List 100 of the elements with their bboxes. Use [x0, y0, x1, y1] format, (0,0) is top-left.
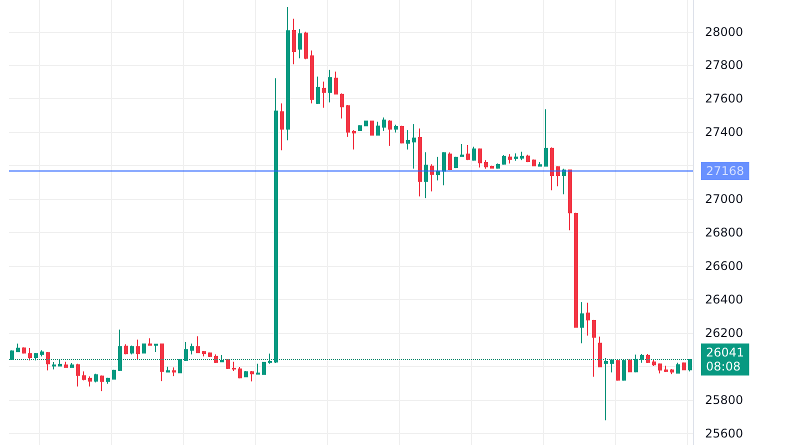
candlestick — [418, 128, 422, 197]
candlestick — [52, 362, 56, 370]
candlestick — [64, 361, 68, 368]
candlestick — [352, 130, 356, 150]
candlestick — [412, 124, 416, 170]
y-tick-label: 27600 — [705, 92, 744, 106]
candlestick — [448, 152, 452, 171]
candlestick — [574, 212, 578, 328]
candlestick — [592, 319, 596, 378]
candlestick — [658, 362, 662, 374]
y-tick-label: 27000 — [705, 192, 744, 206]
candlestick — [262, 362, 266, 376]
candlestick — [388, 120, 392, 146]
candlestick — [208, 352, 212, 358]
candlestick — [394, 124, 398, 133]
candlestick — [406, 130, 410, 150]
candlestick — [88, 376, 92, 387]
candlestick — [190, 343, 194, 355]
candlestick — [442, 152, 446, 186]
candlestick — [70, 362, 74, 368]
candlestick — [358, 124, 362, 132]
candlestick — [328, 69, 332, 103]
candlestick — [532, 158, 536, 167]
candlestick — [142, 343, 146, 354]
candlestick — [424, 152, 428, 199]
candlestick — [628, 359, 632, 373]
candlestick — [472, 146, 476, 162]
candlestick — [16, 343, 20, 352]
candlestick — [160, 343, 164, 382]
ref-line-label: 26041 08:08 — [706, 346, 744, 374]
candlestick — [250, 370, 254, 382]
candlestick — [286, 6, 290, 141]
candlestick — [196, 336, 200, 354]
candlestick — [538, 162, 542, 167]
candlestick — [364, 120, 368, 127]
candlestick — [520, 151, 524, 161]
candlestick — [460, 144, 464, 158]
y-tick-label: 25800 — [705, 392, 744, 407]
candlestick — [334, 71, 338, 95]
candlestick — [484, 160, 488, 170]
candlestick — [382, 116, 386, 132]
candlestick — [514, 152, 518, 162]
candlestick — [400, 125, 404, 144]
candlestick — [130, 345, 134, 355]
candlestick — [148, 338, 152, 346]
candlestick — [664, 365, 668, 373]
candlestick — [682, 362, 686, 371]
candlestick — [298, 28, 302, 59]
candlestick — [28, 347, 32, 361]
candlestick — [94, 373, 98, 383]
candlestick — [316, 76, 320, 105]
candlestick — [580, 302, 584, 344]
candlestick — [124, 344, 128, 355]
candlestick — [376, 121, 380, 136]
candlestick — [598, 336, 602, 368]
candlestick — [310, 50, 314, 104]
y-tick-label: 27800 — [705, 58, 744, 72]
candlestick — [430, 164, 434, 192]
candlestick — [226, 358, 230, 370]
candlestick — [292, 18, 296, 65]
candlestick — [244, 370, 248, 378]
candlestick — [172, 366, 176, 377]
candlestick — [100, 374, 104, 392]
candlestick — [502, 154, 506, 166]
candlestick — [46, 351, 50, 371]
candlestick — [526, 154, 530, 163]
candlestick — [340, 92, 344, 119]
candlestick — [232, 361, 236, 372]
candlestick — [322, 81, 326, 108]
candlestick — [202, 350, 206, 357]
candlestick — [106, 377, 110, 384]
candlestick — [40, 350, 44, 357]
y-tick-label: 26400 — [705, 292, 744, 306]
y-tick-label: 25600 — [705, 426, 744, 440]
candlestick — [346, 104, 350, 138]
y-tick-label: 26600 — [705, 258, 744, 273]
candlestick — [496, 162, 500, 170]
candlestick — [646, 353, 650, 364]
candlestick — [112, 369, 116, 380]
candlestick — [670, 368, 674, 375]
candlestick — [616, 360, 620, 382]
y-tick-label: 26200 — [705, 326, 744, 340]
candlestick — [82, 370, 86, 381]
candlestick — [568, 168, 572, 231]
candlestick — [586, 302, 590, 336]
candlestick — [280, 102, 284, 151]
candlestick — [478, 148, 482, 168]
candlestick — [454, 156, 458, 169]
candlestick — [166, 366, 170, 373]
candlestick — [370, 120, 374, 136]
ref-line-label: 27168 — [706, 164, 744, 178]
candlestick — [676, 362, 680, 374]
candlestick — [436, 156, 440, 181]
candlestick — [256, 363, 260, 375]
candlestick — [154, 344, 158, 352]
candlestick — [508, 154, 512, 164]
candlestick — [466, 144, 470, 161]
candlestick — [136, 339, 140, 360]
y-tick-label: 27400 — [705, 125, 744, 140]
candlestick — [304, 31, 308, 60]
